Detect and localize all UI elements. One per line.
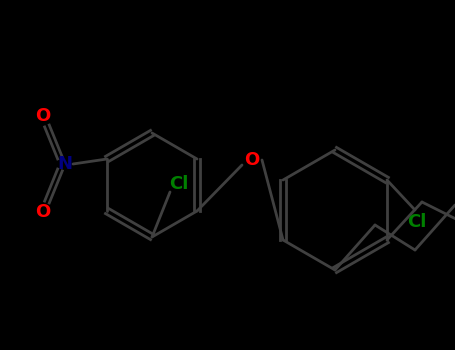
Text: O: O [35,203,51,221]
Text: O: O [244,151,260,169]
Text: Cl: Cl [407,213,427,231]
Text: N: N [57,155,72,173]
Text: Cl: Cl [169,175,189,193]
Text: O: O [35,107,51,125]
